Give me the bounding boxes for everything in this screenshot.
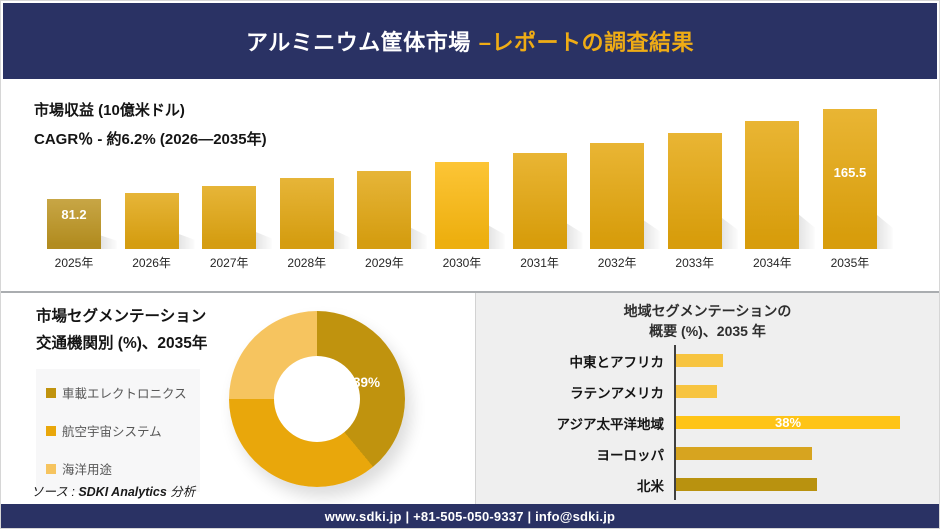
legend-item: 航空宇宙システム <box>46 421 190 440</box>
legend-item: 車載エレクトロニクス <box>46 383 190 402</box>
year-axis-label: 2025年 <box>54 256 94 270</box>
year-axis-label: 2026年 <box>132 256 171 270</box>
year-axis-label: 2028年 <box>287 256 327 270</box>
bar-column: 2028年 <box>279 109 350 271</box>
legend-label: 海洋用途 <box>62 463 113 477</box>
region-labels-column: 中東とアフリカ ラテンアメリカアジア太平洋地域ヨーロッパ北米 <box>488 345 674 500</box>
bar-column: 2027年 <box>202 109 273 271</box>
bar-column: 2032年 <box>590 109 661 271</box>
region-bar-row: 38% <box>676 407 931 438</box>
segmentation-title-line1: 市場セグメンテーション <box>36 308 207 325</box>
bar-value-label: 165.5 <box>833 165 867 180</box>
region-bars-column: 38% <box>674 345 931 500</box>
page-title-accent: –レポートの調査結果 <box>478 30 695 55</box>
region-label: アジア太平洋地域 <box>556 416 664 432</box>
revenue-bar <box>590 143 645 249</box>
region-bar-row <box>676 345 931 376</box>
region-bar-row <box>676 376 931 407</box>
legend-item: 海洋用途 <box>46 459 190 478</box>
revenue-bar <box>279 178 334 249</box>
region-label: ヨーロッパ <box>596 447 665 463</box>
section-divider <box>1 291 939 293</box>
source-suffix: 分析 <box>170 485 196 499</box>
year-axis-label: 2029年 <box>365 256 404 270</box>
bar-column: 165.5 2035年 <box>822 109 893 271</box>
bar-column: 81.2 2025年 <box>47 109 117 271</box>
year-axis-label: 2031年 <box>520 256 559 270</box>
revenue-bar: 81.2 <box>47 199 101 249</box>
region-bar <box>676 354 724 367</box>
bar-column: 2031年 <box>512 109 583 271</box>
bar-column: 2029年 <box>357 109 428 271</box>
year-axis-label: 2032年 <box>597 256 637 270</box>
footer-contact-text: www.sdki.jp | +81-505-050-9337 | info@sd… <box>324 508 616 524</box>
bar-column: 2030年 <box>434 109 505 271</box>
year-axis-label: 2035年 <box>830 256 870 270</box>
bar-column: 2033年 <box>667 109 738 271</box>
bar-value-label: 81.2 <box>61 207 87 222</box>
page-title-main: アルミニウム筐体市場 <box>245 30 471 55</box>
year-axis-label: 2030年 <box>442 256 482 270</box>
revenue-cagr-text: CAGR％ - 約6.2% (2026―2035年) <box>34 131 267 148</box>
region-chart-title: 地域セグメンテーションの 概要 (%)、2035 年 <box>476 301 939 341</box>
revenue-bar <box>512 152 567 249</box>
region-bar-chart: 中東とアフリカ ラテンアメリカアジア太平洋地域ヨーロッパ北米 38% <box>488 345 931 500</box>
region-title-line1: 地域セグメンテーションの <box>623 303 792 319</box>
region-value-label: 38% <box>774 415 802 430</box>
legend-label: 車載エレクトロニクス <box>62 387 187 401</box>
source-brand: SDKI Analytics <box>78 485 167 499</box>
segmentation-title: 市場セグメンテーション 交通機関別 (%)、2035年 <box>36 303 207 357</box>
donut-value-label: 39% <box>353 375 381 390</box>
segmentation-title-line2: 交通機関別 (%)、2035年 <box>36 335 208 352</box>
bar-column: 2034年 <box>745 109 816 271</box>
year-axis-label: 2027年 <box>209 256 249 270</box>
revenue-bar <box>667 132 722 249</box>
region-bar <box>676 385 718 398</box>
region-bar-row <box>676 438 931 469</box>
footer-banner: www.sdki.jp | +81-505-050-9337 | info@sd… <box>1 504 939 528</box>
source-note: ソース : SDKI Analytics 分析 <box>31 481 195 500</box>
legend-swatch-icon <box>46 425 56 436</box>
region-bar: 38% <box>676 415 900 430</box>
donut-chart: 39% <box>229 311 405 487</box>
donut-legend: 車載エレクトロニクス 航空宇宙システム 海洋用途 <box>36 369 200 492</box>
region-label: ラテンアメリカ <box>570 385 664 401</box>
header-banner: アルミニウム筐体市場 –レポートの調査結果 <box>3 3 937 79</box>
region-bar <box>676 478 818 491</box>
revenue-chart-title: 市場収益 (10億米ドル) <box>34 102 185 119</box>
source-prefix: ソース : <box>31 485 75 499</box>
revenue-bar: 165.5 <box>822 109 877 249</box>
revenue-bar <box>434 161 489 249</box>
year-axis-label: 2033年 <box>675 256 715 270</box>
legend-swatch-icon <box>46 387 56 398</box>
legend-swatch-icon <box>46 463 56 474</box>
region-chart-panel: 地域セグメンテーションの 概要 (%)、2035 年 中東とアフリカ ラテンアメリ… <box>475 293 939 506</box>
revenue-bar <box>357 170 412 249</box>
region-label: 北米 <box>637 478 664 494</box>
region-bar <box>676 447 812 460</box>
region-title-line2: 概要 (%)、2035 年 <box>649 323 766 339</box>
bar-column: 2026年 <box>124 109 195 271</box>
year-axis-label: 2034年 <box>752 256 792 270</box>
legend-label: 航空宇宙システム <box>62 425 162 439</box>
region-bar-row <box>676 469 931 500</box>
donut-hole <box>274 356 360 442</box>
revenue-bar <box>124 192 179 249</box>
segmentation-panel: 市場セグメンテーション 交通機関別 (%)、2035年 車載エレクトロニクス 航空… <box>3 293 475 506</box>
region-label: 中東とアフリカ <box>569 354 665 370</box>
revenue-bar <box>745 121 800 249</box>
revenue-bar <box>202 185 257 249</box>
revenue-bar-chart: 81.2 2025年 2026年 2027年 2028年 2029年 2030年 2031年 2… <box>47 109 893 271</box>
